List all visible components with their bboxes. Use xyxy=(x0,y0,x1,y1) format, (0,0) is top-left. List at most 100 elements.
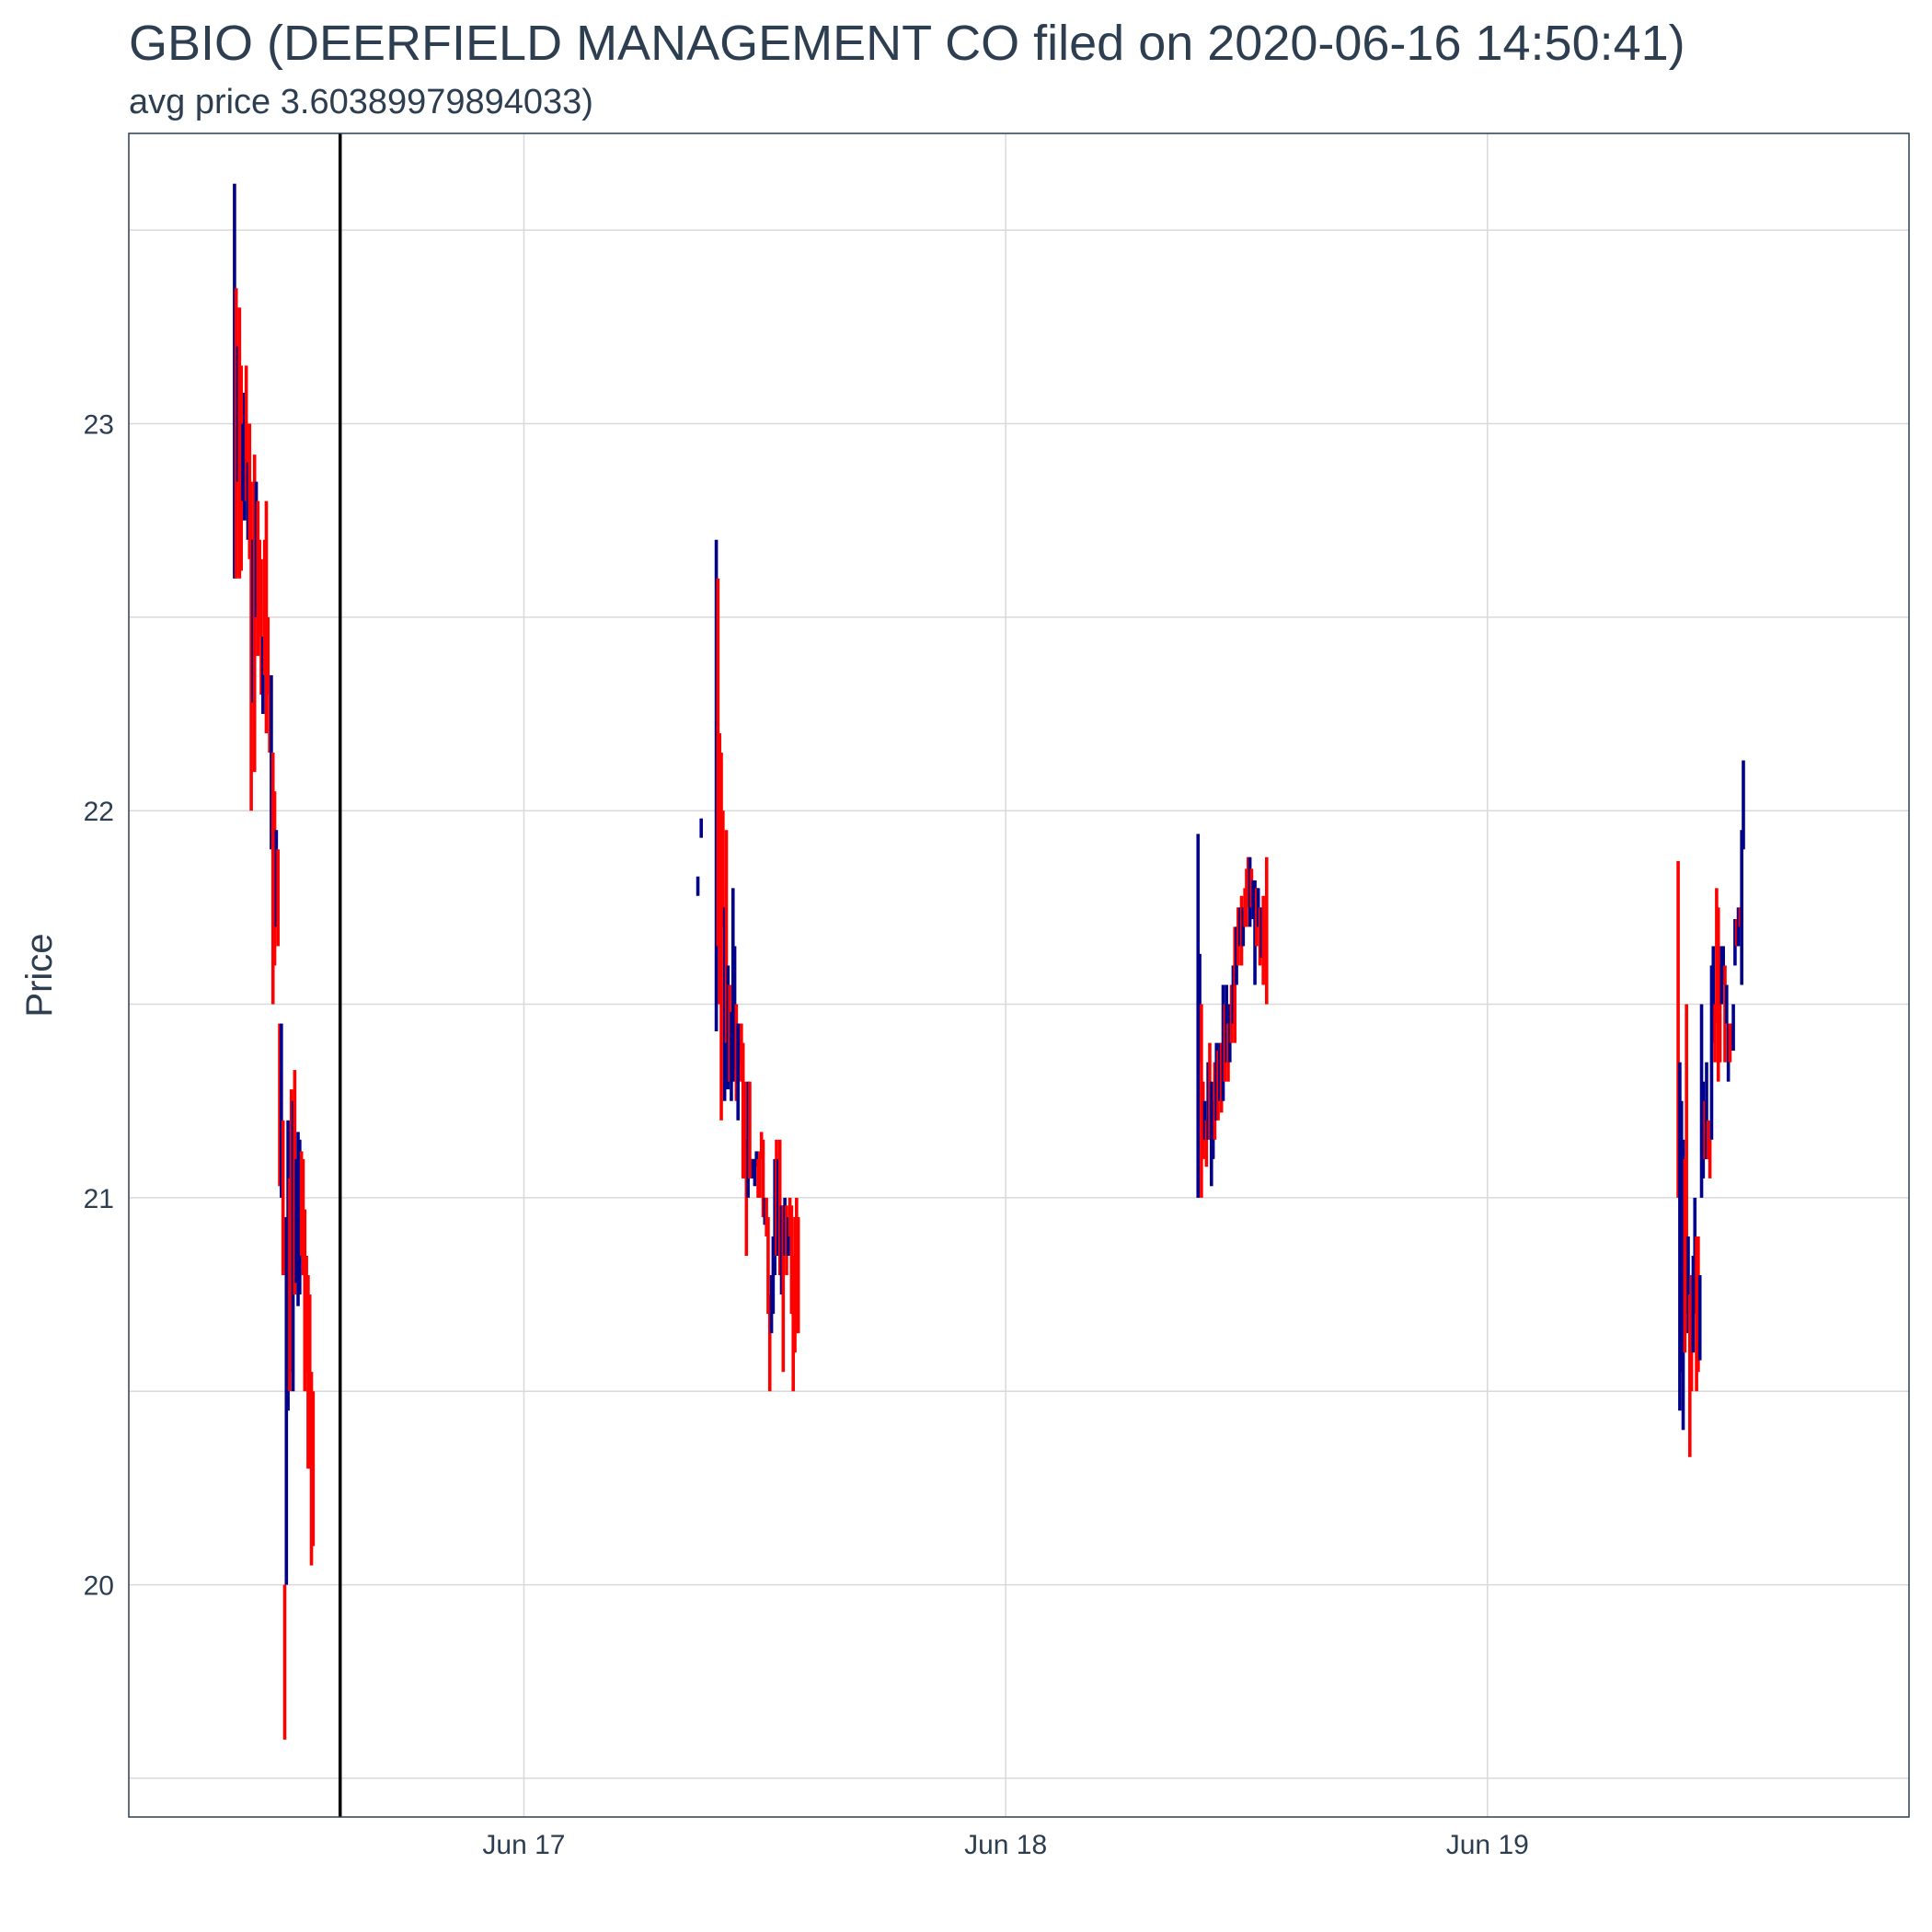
price-bar xyxy=(1740,830,1743,985)
price-bar xyxy=(1249,868,1254,908)
price-bar xyxy=(759,1132,764,1159)
price-bar xyxy=(270,674,273,850)
price-bar xyxy=(1253,880,1257,985)
price-bar xyxy=(1685,1004,1688,1315)
price-bar xyxy=(307,1294,312,1469)
price-bar xyxy=(252,454,257,773)
price-bar xyxy=(1693,1197,1697,1315)
x-tick-label: Jun 18 xyxy=(964,1830,1047,1860)
price-bar xyxy=(1719,946,1724,1005)
chart-subtitle: avg price 3.60389979894033) xyxy=(129,83,593,121)
price-bar xyxy=(749,1158,753,1179)
price-bar xyxy=(744,1139,749,1256)
price-bar xyxy=(296,1132,300,1306)
price-bar xyxy=(738,1023,742,1063)
price-bar xyxy=(1678,1062,1682,1411)
chart-title: GBIO (DEERFIELD MANAGEMENT CO filed on 2… xyxy=(129,16,1685,71)
price-bar xyxy=(289,1089,293,1373)
price-bar xyxy=(1196,834,1201,1198)
price-bar xyxy=(777,1139,782,1276)
price-bar xyxy=(793,1216,797,1353)
price-bar xyxy=(286,1120,290,1411)
price-bar xyxy=(1206,1062,1210,1140)
price-bar xyxy=(1701,1081,1706,1179)
price-bar xyxy=(256,500,260,656)
price-bar xyxy=(1263,919,1267,966)
price-bar xyxy=(1201,1081,1205,1159)
price-bar xyxy=(726,965,730,1090)
bars-layer xyxy=(233,183,1745,1740)
price-bar xyxy=(788,1197,792,1236)
price-bar xyxy=(746,1081,750,1198)
price-bar xyxy=(1226,1023,1230,1082)
price-bar xyxy=(258,539,261,637)
price-bar xyxy=(742,1081,747,1179)
price-bar xyxy=(1233,926,1237,1043)
price-bar xyxy=(724,830,729,1043)
price-bar xyxy=(244,365,248,501)
price-bar xyxy=(1731,1004,1735,1052)
x-tick-label: Jun 17 xyxy=(482,1830,565,1860)
price-bar xyxy=(1200,1004,1203,1198)
price-bar xyxy=(1264,857,1269,1005)
y-tick-label: 23 xyxy=(84,410,114,441)
price-bar xyxy=(293,1070,297,1295)
price-bar xyxy=(1204,1120,1209,1167)
price-bar xyxy=(761,1139,765,1217)
price-bar xyxy=(1223,1004,1227,1082)
price-bar xyxy=(272,791,277,966)
price-bar xyxy=(775,1139,778,1256)
price-bar xyxy=(276,849,280,947)
price-bar xyxy=(779,1205,784,1295)
price-bar xyxy=(1211,1100,1215,1159)
price-bar xyxy=(1219,1042,1224,1113)
price-bar xyxy=(1736,907,1741,947)
price-bar xyxy=(730,888,735,1082)
price-bar xyxy=(1703,1100,1707,1159)
price-bar xyxy=(237,307,242,579)
price-bar xyxy=(1683,1158,1687,1353)
price-bar xyxy=(1713,1004,1717,1063)
price-bar xyxy=(773,1158,777,1276)
price-bar xyxy=(1243,888,1247,927)
price-bar xyxy=(259,558,263,695)
price-bar xyxy=(1229,984,1234,1043)
price-bar xyxy=(305,1256,308,1373)
price-bar xyxy=(233,183,236,579)
price-bar xyxy=(754,1151,759,1167)
price-bar xyxy=(765,1197,768,1236)
price-bar xyxy=(1213,1062,1217,1140)
price-bar xyxy=(771,1236,776,1315)
price-bar xyxy=(740,1023,743,1082)
price-bar xyxy=(299,1151,304,1256)
price-bar xyxy=(1709,965,1714,1140)
price-bar xyxy=(1255,888,1259,947)
price-bar xyxy=(1216,1051,1220,1121)
price-bar xyxy=(1707,1120,1710,1159)
price-bar xyxy=(247,423,252,559)
price-bar xyxy=(789,1205,794,1315)
price-bar xyxy=(268,674,271,753)
price-bar xyxy=(756,1158,760,1198)
price-bar xyxy=(1721,946,1725,985)
panel-border xyxy=(128,132,1910,1818)
price-bar xyxy=(795,1197,799,1334)
price-bar xyxy=(1691,1256,1696,1353)
price-bar xyxy=(769,1275,774,1334)
price-bar xyxy=(785,1205,788,1276)
price-bar xyxy=(783,1197,787,1256)
price-bar xyxy=(1705,1062,1708,1159)
price-bar xyxy=(294,1158,298,1283)
price-bar xyxy=(281,1120,285,1276)
y-tick-labels: 20 21 22 23 xyxy=(84,410,114,1602)
price-bar xyxy=(1728,1023,1732,1063)
price-bar xyxy=(301,1158,305,1276)
price-bar xyxy=(722,907,727,1101)
price-bar xyxy=(714,539,719,1031)
price-bar xyxy=(1208,1042,1212,1140)
price-bar xyxy=(767,1294,772,1392)
price-bar xyxy=(699,818,704,838)
price-bar xyxy=(721,811,725,927)
price-bar xyxy=(234,288,238,579)
price-bar xyxy=(251,539,255,703)
